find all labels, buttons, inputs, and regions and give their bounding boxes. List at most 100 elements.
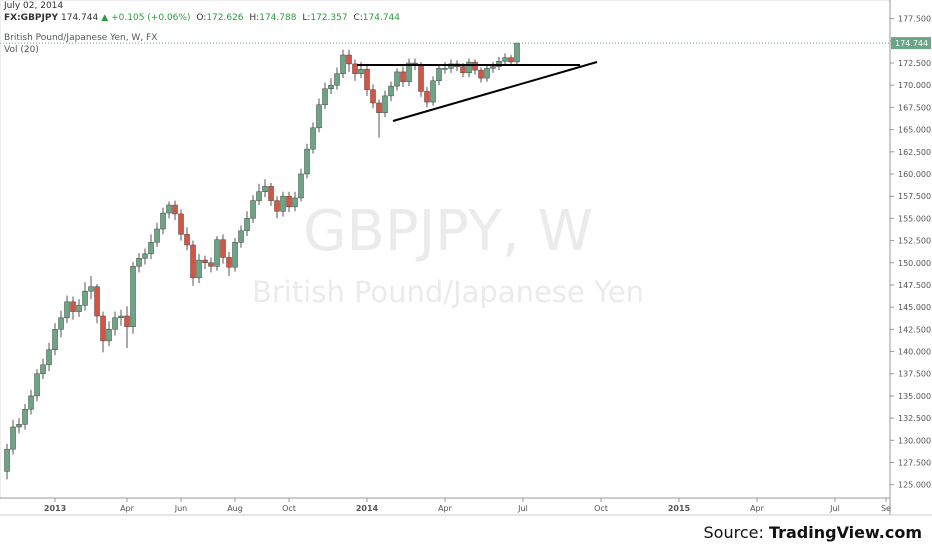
candle-body: [328, 84, 334, 90]
series-title: British Pound/Japanese Yen, W, FX: [4, 33, 158, 43]
candle-body: [394, 71, 400, 87]
candle-body: [418, 64, 424, 92]
candle-body: [424, 91, 430, 103]
x-tick-label: Jun: [174, 504, 188, 513]
candle-body: [82, 290, 88, 306]
candle-body: [436, 68, 442, 82]
candle-body: [268, 186, 274, 201]
candle-body: [484, 68, 490, 79]
candle-body: [142, 253, 148, 259]
y-tick-label: 160.000: [898, 170, 931, 179]
high-value: 174.788: [259, 13, 297, 23]
y-tick-label: 130.000: [898, 436, 931, 445]
candle-body: [274, 200, 280, 212]
candle-body: [490, 66, 496, 69]
candle-body: [298, 173, 304, 199]
candle-body: [322, 88, 328, 105]
candle-body: [292, 197, 298, 208]
candle-body: [514, 42, 520, 63]
source: Source: TradingView.com: [704, 523, 922, 542]
source-prefix: Source:: [703, 523, 764, 542]
candle-body: [346, 54, 352, 65]
y-tick-label: 167.500: [898, 103, 931, 112]
candle-body: [400, 71, 406, 82]
candle-body: [178, 213, 184, 235]
candle-body: [388, 85, 394, 97]
last-price-label: 174.744: [895, 39, 928, 48]
x-tick-label: 2014: [356, 504, 379, 513]
candle-body: [226, 257, 232, 268]
candle-body: [208, 262, 214, 267]
symbol: FX:GBPJPY: [4, 13, 58, 23]
close-value: 174.744: [362, 13, 400, 23]
candle-body: [364, 68, 370, 90]
candle-body: [352, 63, 358, 74]
candle-body: [286, 195, 292, 208]
y-tick-label: 170.000: [898, 81, 931, 90]
candle-body: [430, 80, 436, 103]
candle-body: [154, 228, 160, 243]
candle-body: [496, 61, 502, 67]
candle-body: [4, 448, 10, 472]
candle-body: [106, 329, 112, 342]
candle-body: [280, 195, 286, 212]
candle-body: [88, 286, 94, 292]
candle-body: [148, 242, 154, 255]
y-tick-label: 152.500: [898, 237, 931, 246]
x-tick-label: Oct: [594, 504, 608, 513]
candle-body: [442, 68, 448, 70]
candle-body: [40, 364, 46, 374]
y-tick-label: 135.000: [898, 392, 931, 401]
x-tick-label: Oct: [282, 504, 296, 513]
y-tick-label: 150.000: [898, 259, 931, 268]
candle-body: [22, 408, 28, 425]
candle-body: [64, 301, 70, 319]
candle-body: [130, 266, 136, 327]
candle-body: [100, 315, 106, 342]
high-label: H:: [249, 13, 260, 23]
candle-body: [370, 89, 376, 104]
candle-body: [466, 61, 472, 74]
candle-body: [340, 54, 346, 74]
x-tick-label: 2013: [44, 504, 66, 513]
candle-body: [304, 148, 310, 175]
x-tick-label: 2015: [668, 504, 691, 513]
candle-body: [16, 424, 22, 428]
x-tick-label: Se: [881, 504, 891, 513]
x-tick-label: Apr: [120, 504, 135, 513]
open-value: 172.626: [206, 13, 244, 23]
change-arrow: ▲: [101, 13, 109, 23]
y-tick-label: 140.000: [898, 348, 931, 357]
x-tick-label: Apr: [750, 504, 765, 513]
candle-body: [262, 186, 268, 192]
candle-body: [472, 61, 478, 71]
candle-body: [160, 212, 166, 230]
last-price-tag: [891, 37, 931, 50]
candle-body: [478, 69, 484, 79]
candle-body: [172, 204, 178, 215]
y-tick-label: 155.000: [898, 214, 931, 223]
candle-body: [508, 57, 514, 63]
y-tick-label: 142.500: [898, 325, 931, 334]
change: +0.105 (+0.06%): [111, 13, 191, 23]
candle-body: [196, 259, 202, 279]
y-tick-label: 165.000: [898, 126, 931, 135]
candle-body: [358, 68, 364, 74]
candle-body: [118, 315, 124, 319]
date: July 02, 2014: [4, 1, 64, 11]
x-tick-label: Jul: [829, 504, 840, 513]
candle-body: [58, 317, 64, 330]
candle-body: [316, 104, 322, 129]
candle-body: [184, 234, 190, 246]
candle-body: [220, 239, 226, 258]
x-tick-label: Apr: [438, 504, 453, 513]
candle-body: [256, 191, 262, 201]
watermark: GBPJPY, W: [303, 199, 593, 264]
candle-body: [112, 317, 118, 330]
candle-body: [250, 200, 256, 219]
candle-body: [136, 258, 142, 267]
candle-body: [214, 239, 220, 267]
source-name: TradingView.com: [768, 523, 922, 542]
